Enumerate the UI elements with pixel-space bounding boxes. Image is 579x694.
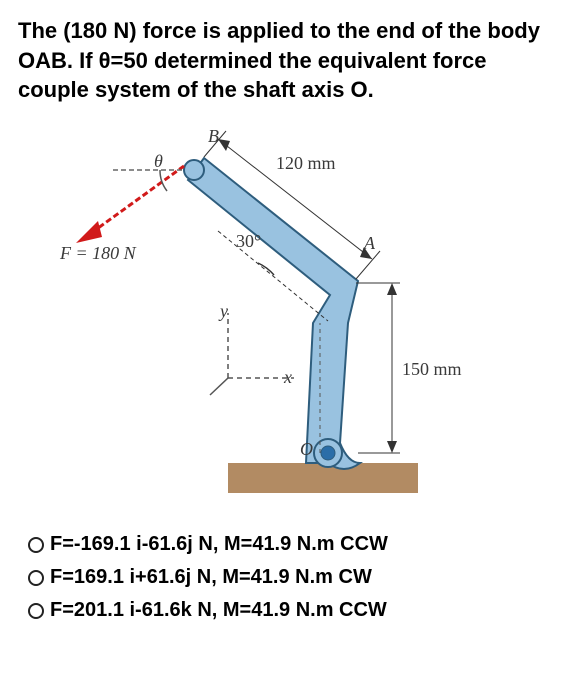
radio-icon[interactable] xyxy=(28,570,44,586)
dim150-arr1 xyxy=(387,283,397,295)
dim120-arr1 xyxy=(218,139,230,151)
force-line xyxy=(94,166,184,231)
label-o: O xyxy=(300,439,313,460)
ground xyxy=(228,463,418,493)
axis-corner xyxy=(210,378,228,395)
label-x: x xyxy=(284,367,292,388)
option-1[interactable]: F=-169.1 i-61.6j N, M=41.9 N.m CCW xyxy=(28,533,561,556)
question-text: The (180 N) force is applied to the end … xyxy=(18,16,561,105)
angle30-arc xyxy=(258,263,274,275)
label-30: 30° xyxy=(236,231,261,252)
joint-b xyxy=(184,160,204,180)
radio-icon[interactable] xyxy=(28,537,44,553)
option-label: F=201.1 i-61.6k N, M=41.9 N.m CCW xyxy=(50,599,387,622)
force-arrowhead xyxy=(76,221,102,243)
body-oab xyxy=(188,158,360,469)
option-3[interactable]: F=201.1 i-61.6k N, M=41.9 N.m CCW xyxy=(28,599,561,622)
label-a: A xyxy=(364,233,375,254)
option-label: F=169.1 i+61.6j N, M=41.9 N.m CW xyxy=(50,566,372,589)
diagram-figure: B θ 120 mm 30° A F = 180 N y x 150 mm O xyxy=(58,123,478,503)
pivot-inner xyxy=(321,446,335,460)
label-theta: θ xyxy=(154,151,163,172)
dim150-arr2 xyxy=(387,441,397,453)
label-y: y xyxy=(220,301,228,322)
label-f: F = 180 N xyxy=(60,243,136,264)
diagram-svg xyxy=(58,123,478,503)
label-120: 120 mm xyxy=(276,153,336,174)
label-150: 150 mm xyxy=(402,359,462,380)
radio-icon[interactable] xyxy=(28,603,44,619)
answer-options: F=-169.1 i-61.6j N, M=41.9 N.m CCW F=169… xyxy=(28,533,561,622)
option-label: F=-169.1 i-61.6j N, M=41.9 N.m CCW xyxy=(50,533,388,556)
option-2[interactable]: F=169.1 i+61.6j N, M=41.9 N.m CW xyxy=(28,566,561,589)
label-b: B xyxy=(208,126,219,147)
